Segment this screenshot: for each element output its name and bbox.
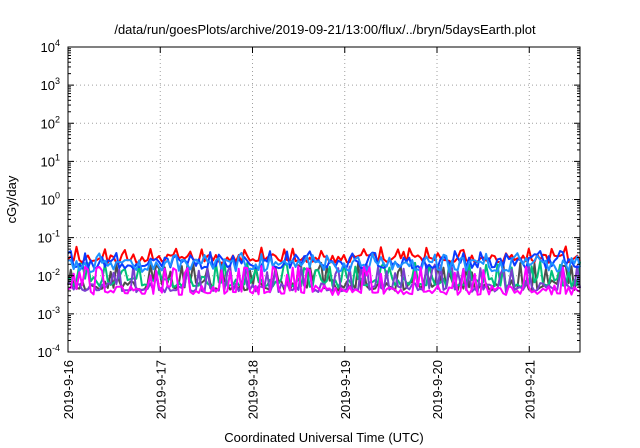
y-tick-label: 101 [41,152,60,169]
y-tick-label: 10-2 [38,267,60,284]
y-tick-label: 10-1 [38,229,60,246]
x-tick-label: 2019-9-20 [430,360,445,419]
x-axis: 2019-9-16 2019-9-17 2019-9-18 2019-9-19 2019… [61,47,537,419]
grid [68,47,580,352]
x-tick-label: 2019-9-17 [153,360,168,419]
series-line [67,251,581,273]
x-tick-label: 2019-9-19 [338,360,353,419]
y-axis-label: cGy/day [4,175,19,223]
y-tick-label: 10-3 [38,305,60,322]
x-tick-label: 2019-9-16 [61,360,76,419]
series-line [67,245,581,264]
y-tick-label: 103 [41,76,60,93]
x-tick-label: 2019-9-21 [522,360,537,419]
chart-title: /data/run/goesPlots/archive/2019-09-21/1… [114,22,536,37]
y-tick-label: 10-4 [38,343,60,360]
series-group [67,245,581,296]
y-tick-label: 100 [41,191,60,208]
y-tick-label: 102 [41,114,60,131]
y-tick-label: 104 [41,38,60,55]
series-line [67,265,581,296]
y-axis: 10-4 10-3 10-2 10-1 100 101 102 103 104 [38,38,580,360]
x-tick-label: 2019-9-18 [246,360,261,419]
x-axis-label: Coordinated Universal Time (UTC) [224,430,423,445]
